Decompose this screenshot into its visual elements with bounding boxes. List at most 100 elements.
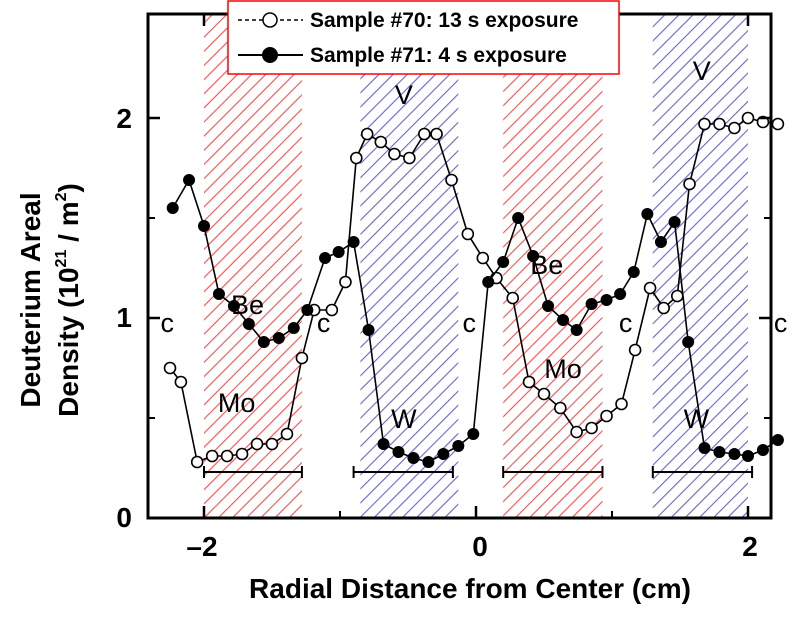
region-label-w-1: W <box>391 404 417 434</box>
series-0-point-2 <box>190 455 204 469</box>
region-labels: Be Mo V W Be Mo V Wc c c c c <box>161 56 788 434</box>
series-1-point-22 <box>497 256 510 268</box>
region-label-be-0: Be <box>231 290 264 320</box>
series-0-point-8 <box>280 427 294 441</box>
series-0-point-5 <box>235 447 249 461</box>
series-0-point-14 <box>360 127 374 141</box>
series-0-point-15 <box>374 135 388 149</box>
series-0-point-26 <box>537 387 551 401</box>
series-0-point-42 <box>771 117 785 131</box>
c-label-0: c <box>161 308 175 338</box>
series-1-point-31 <box>627 266 640 278</box>
legend-marker-70 <box>262 12 278 28</box>
series-1-point-34 <box>668 216 681 228</box>
series-0-point-16 <box>388 147 401 161</box>
series-1-point-28 <box>585 298 598 310</box>
region-label-be-2: Be <box>530 250 563 280</box>
series-1-point-13 <box>362 324 375 336</box>
series-0-point-40 <box>741 111 755 125</box>
series-0-point-22 <box>476 251 490 265</box>
series-1-point-30 <box>614 288 627 300</box>
hatch-region-w-3 <box>652 15 748 517</box>
series-0-point-32 <box>628 343 642 357</box>
series-1-point-15 <box>392 446 405 458</box>
series-0-point-17 <box>403 151 416 165</box>
series-0-point-12 <box>339 275 352 289</box>
series-0-point-7 <box>265 437 279 451</box>
series-1-point-6 <box>257 336 270 348</box>
c-label-2: c <box>462 308 476 338</box>
series-1-point-37 <box>713 446 726 458</box>
series-1-point-19 <box>452 440 465 452</box>
series-0-point-0 <box>163 361 177 375</box>
c-label-3: c <box>619 308 633 338</box>
series-1-point-3 <box>212 288 225 300</box>
series-1-point-2 <box>198 220 210 232</box>
series-0-point-4 <box>220 449 234 463</box>
series-1-point-25 <box>542 300 555 312</box>
x-tick-label-neg2: –2 <box>186 531 217 562</box>
c-label-1: c <box>317 308 331 338</box>
extent-bars <box>203 466 754 478</box>
series-0-point-33 <box>643 281 657 295</box>
series-1-point-8 <box>287 322 300 334</box>
legend: Sample #70: 13 s exposure Sample #71: 4 … <box>227 0 620 75</box>
series-1-point-4 <box>227 300 240 312</box>
series-1-point-36 <box>698 442 711 454</box>
series-0-point-13 <box>350 151 363 165</box>
series-1-point-10 <box>319 252 332 264</box>
y-axis-title-exp2: 2 <box>53 192 70 201</box>
y-axis-title-exp: 21 <box>53 250 70 268</box>
series-0-point-27 <box>554 401 567 415</box>
series-0-point-30 <box>600 409 613 423</box>
y-tick-label-0: 0 <box>116 502 132 533</box>
y-tick-label-1: 1 <box>116 302 132 333</box>
legend-label-71: Sample #71: 4 s exposure <box>310 44 567 67</box>
series-layer <box>163 111 785 469</box>
series-1-point-17 <box>422 456 435 468</box>
series-1-point-9 <box>301 304 314 316</box>
series-1-point-35 <box>682 336 695 348</box>
y-axis-title-mid: / m <box>53 201 84 249</box>
series-0-point-18 <box>418 127 431 141</box>
series-1-point-21 <box>482 276 495 288</box>
y-axis-title-line2: Density (1021 / m2) <box>53 183 84 417</box>
region-label-v-1: V <box>395 80 413 110</box>
series-0-point-19 <box>430 127 443 141</box>
series-1-point-5 <box>242 318 255 330</box>
series-1-point-1 <box>183 174 196 186</box>
hatch-region-w-1 <box>360 15 459 517</box>
series-1-point-7 <box>272 332 285 344</box>
series-0-point-37 <box>698 117 711 131</box>
x-tick-label-0: 0 <box>472 531 488 562</box>
legend-marker-71 <box>262 47 278 63</box>
legend-label-70: Sample #70: 13 s exposure <box>310 9 578 32</box>
series-1-point-29 <box>600 294 613 306</box>
series-0-point-20 <box>445 173 458 187</box>
series-1-point-23 <box>512 212 525 224</box>
region-label-v-3: V <box>693 56 711 86</box>
series-0-point-11 <box>325 303 339 317</box>
series-1-point-12 <box>347 236 360 248</box>
series-1-point-40 <box>756 444 769 456</box>
y-axis-title-2: Density (1021 / m2) <box>53 183 84 417</box>
series-1-point-20 <box>467 428 480 440</box>
region-label-mo-0: Mo <box>218 388 256 418</box>
series-0-point-3 <box>205 449 219 463</box>
series-1-point-0 <box>166 202 179 214</box>
series-1-point-26 <box>557 314 570 326</box>
series-0-point-28 <box>570 425 583 439</box>
y-axis-title-prefix: Density (10 <box>53 267 84 416</box>
series-0-point-24 <box>506 291 520 305</box>
x-axis-title: Radial Distance from Center (cm) <box>249 573 691 604</box>
hatch-region-mo-2 <box>503 15 603 517</box>
hatched-regions <box>204 15 748 517</box>
series-1-point-41 <box>771 434 784 446</box>
series-1-point-32 <box>641 208 654 220</box>
region-label-w-3: W <box>684 404 710 434</box>
series-1-point-27 <box>570 324 583 336</box>
series-1-point-39 <box>742 450 754 462</box>
series-1-point-16 <box>407 452 420 464</box>
